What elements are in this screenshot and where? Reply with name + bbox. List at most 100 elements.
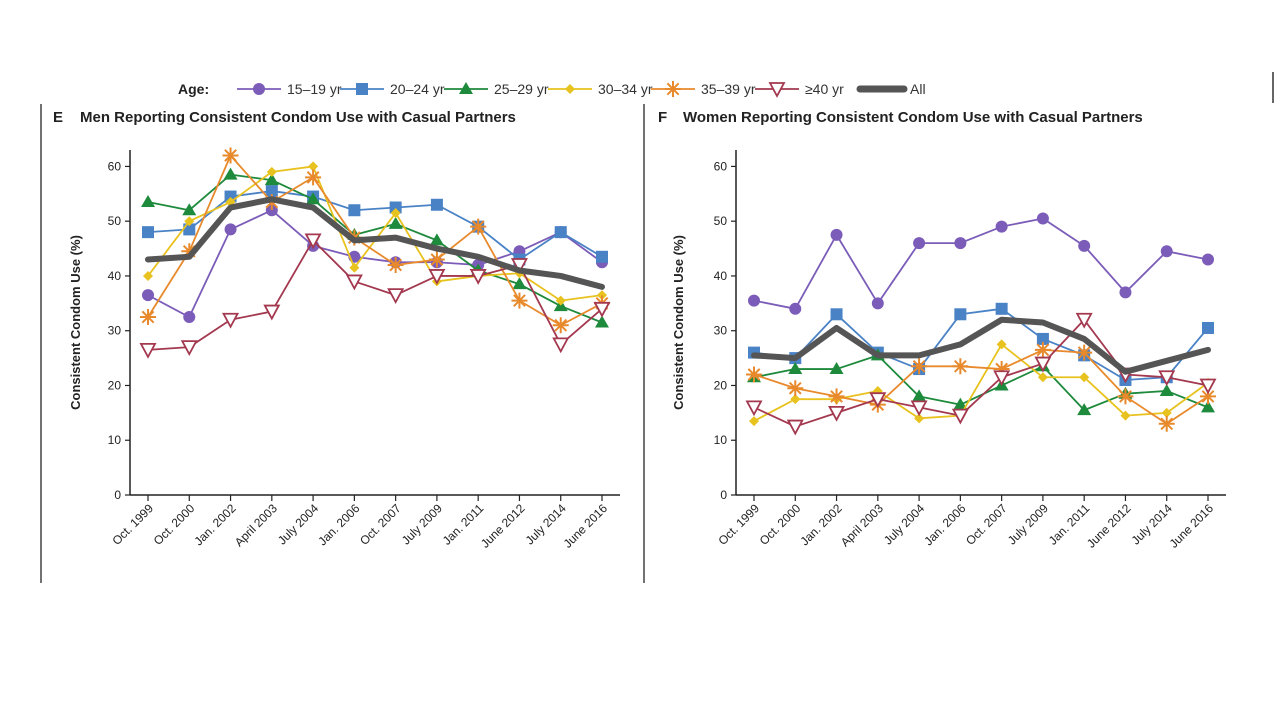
x-tick-label: Oct. 1999 bbox=[109, 501, 156, 548]
data-point bbox=[428, 269, 446, 285]
data-point bbox=[180, 340, 198, 357]
data-point bbox=[142, 289, 154, 302]
x-tick-label: July 2009 bbox=[1005, 501, 1051, 547]
data-point bbox=[871, 297, 884, 310]
data-point bbox=[1076, 344, 1093, 361]
data-point bbox=[996, 339, 1007, 350]
series-line bbox=[147, 209, 603, 318]
data-point bbox=[1158, 370, 1176, 387]
data-point bbox=[387, 257, 404, 273]
legend-label: 25–29 yr bbox=[494, 81, 549, 97]
series-line bbox=[147, 190, 603, 261]
data-point bbox=[141, 195, 155, 208]
series-line bbox=[753, 343, 1209, 422]
data-point bbox=[181, 243, 198, 260]
data-point bbox=[912, 389, 927, 402]
x-tick-label: Jan. 2002 bbox=[191, 501, 238, 548]
data-point bbox=[1077, 403, 1092, 416]
x-tick-label: Oct. 2000 bbox=[757, 501, 804, 548]
series bbox=[140, 147, 610, 334]
data-point bbox=[264, 173, 279, 186]
legend-heading: Age: bbox=[178, 81, 209, 97]
data-point bbox=[223, 167, 238, 180]
data-point bbox=[596, 250, 608, 263]
x-tick-label: Oct. 2000 bbox=[151, 501, 198, 548]
panel-title: Men Reporting Consistent Condom Use with… bbox=[80, 109, 516, 126]
data-point bbox=[953, 397, 968, 410]
x-tick-label: Jan. 2006 bbox=[921, 501, 968, 548]
series-line bbox=[147, 239, 603, 351]
data-point bbox=[1199, 378, 1217, 395]
series bbox=[145, 196, 605, 290]
y-tick-label: 30 bbox=[714, 324, 728, 338]
y-tick-label: 60 bbox=[714, 159, 728, 173]
data-point bbox=[993, 361, 1010, 378]
data-point bbox=[511, 292, 528, 309]
data-point bbox=[954, 237, 967, 250]
data-point bbox=[1075, 312, 1093, 329]
legend: Age: 15–19 yr 20–24 yr 25–29 yr 30–34 yr 35–… bbox=[178, 81, 926, 98]
series-line-all bbox=[751, 316, 1211, 375]
legend-label: 30–34 yr bbox=[598, 81, 653, 97]
data-point bbox=[224, 223, 237, 236]
data-point bbox=[595, 315, 609, 328]
data-point bbox=[1119, 286, 1132, 299]
data-point bbox=[389, 201, 402, 214]
series-line bbox=[147, 173, 603, 324]
x-tick-label: July 2009 bbox=[399, 501, 445, 547]
data-point bbox=[1034, 341, 1051, 358]
data-point bbox=[390, 207, 401, 218]
series-line bbox=[147, 154, 603, 327]
data-point bbox=[222, 147, 239, 164]
data-point bbox=[555, 295, 566, 306]
data-point bbox=[787, 380, 804, 397]
legend-marker bbox=[768, 82, 786, 98]
data-point bbox=[428, 251, 445, 268]
data-point bbox=[1036, 332, 1049, 345]
data-point bbox=[1037, 372, 1048, 383]
x-tick-label: July 2004 bbox=[275, 501, 321, 547]
y-tick-label: 40 bbox=[714, 269, 728, 283]
data-point bbox=[788, 362, 803, 375]
data-point bbox=[305, 169, 322, 186]
series-line bbox=[753, 217, 1209, 310]
data-point bbox=[1079, 372, 1090, 383]
data-point bbox=[749, 416, 759, 427]
y-tick-label: 50 bbox=[714, 214, 728, 228]
legend-entry: 25–29 yr bbox=[444, 81, 549, 97]
data-point bbox=[184, 216, 195, 227]
data-point bbox=[995, 220, 1008, 233]
x-tick-label: Oct. 2007 bbox=[357, 501, 404, 548]
data-point bbox=[469, 269, 487, 285]
data-point bbox=[828, 405, 846, 422]
series bbox=[751, 316, 1211, 375]
data-point bbox=[954, 308, 967, 321]
y-tick-label: 20 bbox=[714, 378, 728, 392]
data-point bbox=[265, 204, 278, 217]
data-point bbox=[746, 366, 762, 383]
series-line bbox=[753, 348, 1209, 425]
y-axis-label: Consistent Condom Use (%) bbox=[671, 235, 686, 410]
data-point bbox=[143, 270, 153, 281]
data-point bbox=[139, 342, 157, 359]
data-point bbox=[512, 277, 527, 290]
data-point bbox=[430, 198, 443, 211]
x-tick-label: June 2012 bbox=[478, 501, 528, 551]
data-point bbox=[1159, 383, 1174, 396]
legend-entry: All bbox=[856, 81, 926, 97]
series bbox=[748, 212, 1214, 315]
series bbox=[142, 204, 608, 324]
x-tick-label: April 2003 bbox=[232, 501, 280, 549]
data-point bbox=[830, 228, 843, 241]
y-tick-label: 10 bbox=[108, 433, 122, 447]
legend-marker bbox=[253, 83, 265, 95]
data-point bbox=[388, 216, 403, 229]
data-point bbox=[995, 302, 1008, 315]
data-point bbox=[183, 311, 196, 324]
legend-label: 35–39 yr bbox=[701, 81, 756, 97]
x-tick-label: Oct. 2007 bbox=[963, 501, 1010, 548]
data-point bbox=[597, 290, 607, 301]
series bbox=[746, 341, 1216, 432]
data-point bbox=[349, 262, 360, 273]
y-tick-label: 20 bbox=[108, 378, 122, 392]
